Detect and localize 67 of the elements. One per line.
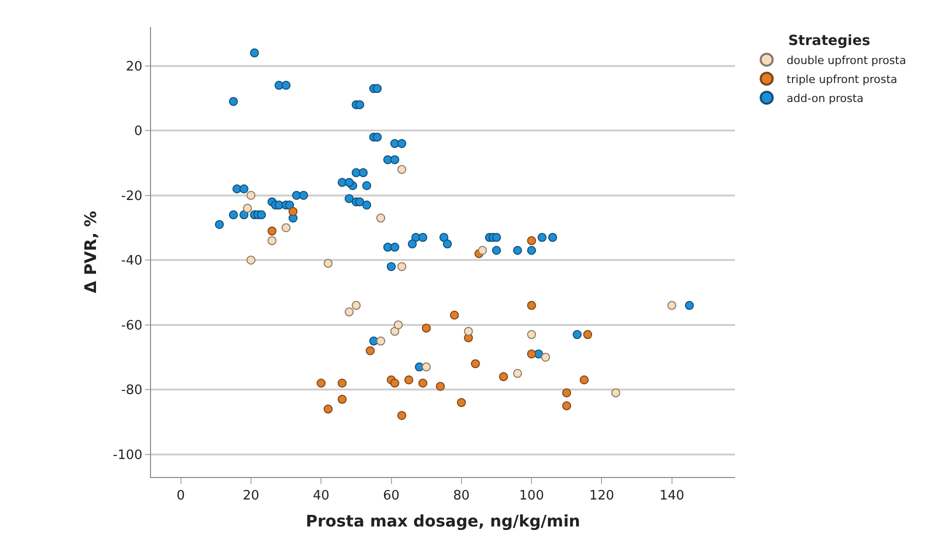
y-tick-label: -100	[112, 448, 142, 463]
point	[450, 310, 459, 320]
legend-label: triple upfront prosta	[786, 72, 898, 86]
point	[470, 359, 480, 368]
point	[527, 236, 536, 246]
x-tick-label: 120	[589, 488, 614, 504]
point	[562, 388, 572, 398]
point	[324, 404, 333, 414]
point	[344, 307, 354, 316]
point	[390, 326, 400, 336]
point	[268, 236, 277, 246]
point	[352, 300, 361, 310]
point	[464, 326, 473, 336]
point	[397, 164, 406, 174]
point	[268, 226, 277, 236]
point	[418, 378, 428, 388]
point	[324, 258, 333, 268]
point	[478, 246, 487, 255]
y-axis-title: Δ PVR, %	[80, 210, 100, 294]
point	[394, 320, 403, 330]
point	[580, 375, 589, 384]
point	[404, 375, 414, 384]
point	[366, 346, 375, 356]
legend-title: Strategies	[788, 33, 870, 50]
point	[527, 300, 536, 310]
point	[422, 324, 431, 333]
point	[513, 368, 522, 378]
point	[338, 378, 347, 388]
y-tick-label: -20	[121, 188, 142, 204]
point	[667, 300, 676, 310]
point	[562, 401, 572, 410]
point	[397, 410, 406, 420]
point	[246, 190, 256, 200]
point	[242, 204, 252, 213]
point	[541, 352, 550, 362]
point	[316, 378, 326, 388]
point	[456, 398, 466, 408]
x-tick-label: 40	[312, 488, 330, 504]
point	[499, 372, 508, 382]
y-tick-label: -80	[121, 383, 142, 398]
point	[282, 223, 291, 232]
point	[583, 330, 592, 340]
point	[338, 394, 347, 404]
point	[527, 349, 536, 358]
point	[422, 362, 431, 372]
point	[436, 382, 445, 391]
y-tick-label: -60	[121, 318, 142, 334]
point	[390, 378, 400, 388]
x-tick-label: 140	[659, 488, 684, 504]
legend-label: double upfront prosta	[786, 54, 906, 67]
x-tick-label: 0	[176, 488, 185, 504]
point	[376, 336, 386, 346]
x-axis-title: Prosta max dosage, ng/kg/min	[306, 511, 580, 530]
x-tick-label: 100	[519, 488, 544, 504]
point	[246, 256, 256, 265]
x-tick-label: 20	[242, 488, 260, 504]
point	[376, 214, 386, 223]
point	[527, 330, 536, 340]
y-tick-label: 0	[134, 124, 142, 140]
x-tick-label: 80	[453, 488, 470, 504]
point	[397, 262, 406, 272]
x-tick-label: 60	[382, 488, 400, 504]
y-tick-label: 20	[126, 59, 142, 74]
y-tick-label: -40	[121, 254, 142, 269]
point	[288, 207, 298, 216]
point	[611, 388, 620, 398]
legend-label: add-on prosta	[786, 92, 864, 105]
